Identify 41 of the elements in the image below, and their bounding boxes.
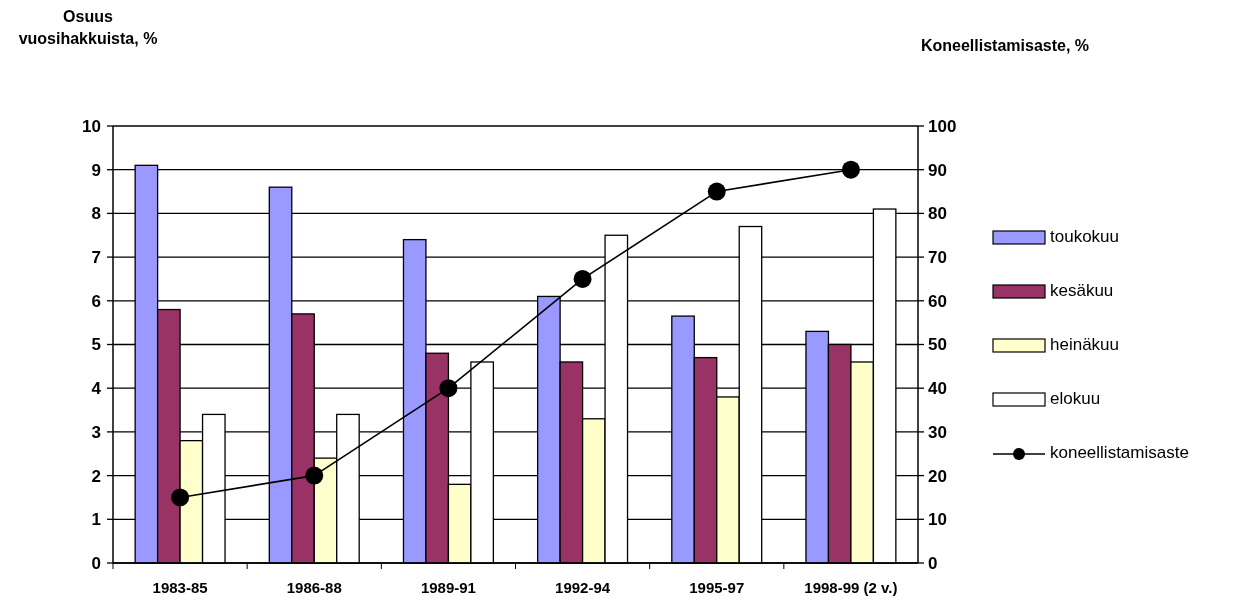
y-tick-label: 5 xyxy=(91,335,101,355)
y2-tick-label: 60 xyxy=(928,291,947,311)
y2-tick-label: 100 xyxy=(928,116,957,136)
x-tick-label: 1989-91 xyxy=(420,579,476,596)
y2-tick-label: 70 xyxy=(928,248,947,268)
point xyxy=(841,160,860,179)
point xyxy=(707,182,726,201)
y2-tick-label: 0 xyxy=(928,553,938,573)
y2-tick-label: 40 xyxy=(928,379,947,399)
point xyxy=(305,466,324,485)
legend-label: koneellistamisaste xyxy=(1050,442,1189,462)
legend-label: elokuu xyxy=(1050,388,1101,408)
point xyxy=(573,269,592,288)
y2-tick-label: 50 xyxy=(928,335,947,355)
y-tick-label: 7 xyxy=(91,248,101,268)
y2-tick-label: 90 xyxy=(928,160,947,180)
y-axis-title: Osuus vuosihakkuista, % xyxy=(18,8,158,47)
point xyxy=(171,488,190,507)
y2-tick-label: 80 xyxy=(928,204,947,224)
x-tick-label: 1983-85 xyxy=(152,579,208,596)
y-tick-label: 6 xyxy=(91,291,101,311)
y-tick-label: 0 xyxy=(91,553,101,573)
y2-axis-title: Koneellistamisaste, % xyxy=(920,37,1090,54)
y2-tick-label: 20 xyxy=(928,466,947,486)
y2-tick-label: 10 xyxy=(928,510,947,530)
legend-label: kesäkuu xyxy=(1050,280,1114,300)
y-tick-label: 4 xyxy=(91,379,102,399)
y-tick-label: 8 xyxy=(91,204,101,224)
x-tick-label: 1986-88 xyxy=(286,579,342,596)
x-tick-label: 1995-97 xyxy=(689,579,745,596)
y-tick-label: 9 xyxy=(91,160,101,180)
y-tick-label: 1 xyxy=(91,510,101,530)
y2-tick-label: 30 xyxy=(928,422,947,442)
y-tick-label: 10 xyxy=(82,116,101,136)
y-tick-label: 3 xyxy=(91,422,101,442)
x-tick-label: 1998-99 (2 v.) xyxy=(804,579,898,596)
legend-label: heinäkuu xyxy=(1050,334,1120,354)
y-tick-label: 2 xyxy=(91,466,101,486)
legend-label: toukokuu xyxy=(1050,226,1119,246)
x-tick-label: 1992-94 xyxy=(555,579,611,596)
point xyxy=(439,379,458,398)
